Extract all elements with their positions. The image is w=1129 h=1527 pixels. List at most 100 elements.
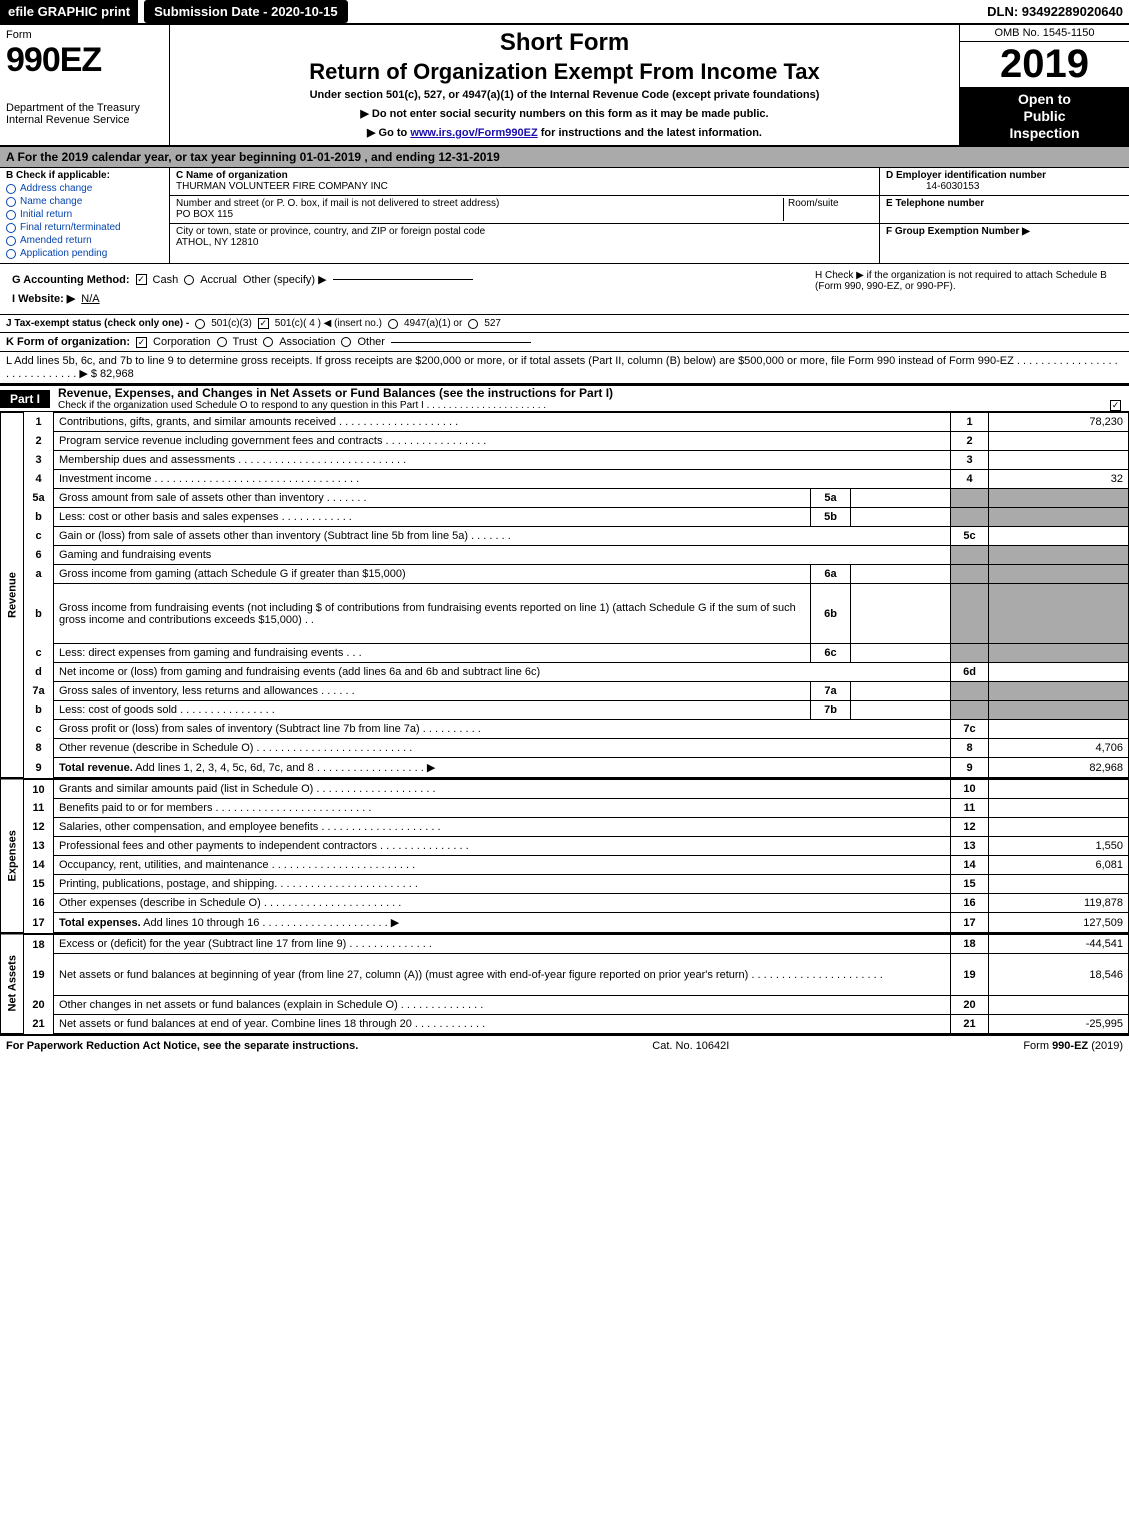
circle-icon: [6, 197, 16, 207]
opt-label: Final return/terminated: [20, 222, 121, 233]
line-ref-shaded: [951, 682, 989, 701]
line-number: 16: [24, 894, 54, 913]
expenses-table: Expenses10Grants and similar amounts pai…: [0, 778, 1129, 933]
table-row: 3Membership dues and assessments . . . .…: [1, 451, 1129, 470]
table-row: cLess: direct expenses from gaming and f…: [1, 644, 1129, 663]
line-ref: 1: [951, 413, 989, 432]
table-row: bLess: cost or other basis and sales exp…: [1, 508, 1129, 527]
part1-tag: Part I: [0, 390, 50, 408]
irs-label: Internal Revenue Service: [6, 114, 163, 126]
l-row: L Add lines 5b, 6c, and 7b to line 9 to …: [0, 352, 1129, 383]
line-desc: Membership dues and assessments . . . . …: [54, 451, 951, 470]
line-ref-shaded: [951, 701, 989, 720]
line-number: 18: [24, 934, 54, 954]
sub-col: 7b: [811, 701, 851, 720]
amount-value: -25,995: [989, 1015, 1129, 1034]
table-row: 5aGross amount from sale of assets other…: [1, 489, 1129, 508]
line-desc: Net assets or fund balances at beginning…: [54, 954, 951, 996]
opt-final-return[interactable]: Final return/terminated: [6, 222, 163, 233]
amount-value: 78,230: [989, 413, 1129, 432]
part1-title: Revenue, Expenses, and Changes in Net As…: [58, 386, 1129, 400]
amount-value: 32: [989, 470, 1129, 489]
amount-value: [989, 779, 1129, 799]
amount-shaded: [989, 584, 1129, 644]
table-row: 2Program service revenue including gover…: [1, 432, 1129, 451]
sub-col: 6c: [811, 644, 851, 663]
inspect-line1: Open to: [962, 91, 1127, 108]
table-row: 16Other expenses (describe in Schedule O…: [1, 894, 1129, 913]
k-other-input[interactable]: [391, 342, 531, 343]
circle-trust[interactable]: [217, 337, 227, 347]
header-mid: Short Form Return of Organization Exempt…: [170, 25, 959, 145]
table-row: Net Assets18Excess or (deficit) for the …: [1, 934, 1129, 954]
table-row: 4Investment income . . . . . . . . . . .…: [1, 470, 1129, 489]
line-number: c: [24, 527, 54, 546]
circle-501c3[interactable]: [195, 319, 205, 329]
opt-initial-return[interactable]: Initial return: [6, 209, 163, 220]
table-row: 20Other changes in net assets or fund ba…: [1, 996, 1129, 1015]
gh-row: G Accounting Method: ✓Cash Accrual Other…: [0, 264, 1129, 315]
line-ref: 13: [951, 837, 989, 856]
amount-shaded: [989, 644, 1129, 663]
line-ref-shaded: [951, 489, 989, 508]
line-ref: 17: [951, 913, 989, 933]
opt-label: Address change: [20, 183, 92, 194]
opt-label: Name change: [20, 196, 82, 207]
line-number: 12: [24, 818, 54, 837]
amount-value: 4,706: [989, 739, 1129, 758]
opt-amended-return[interactable]: Amended return: [6, 235, 163, 246]
street-label: Number and street (or P. O. box, if mail…: [176, 198, 783, 209]
amount-value: 18,546: [989, 954, 1129, 996]
city-value: ATHOL, NY 12810: [176, 237, 873, 248]
opt-address-change[interactable]: Address change: [6, 183, 163, 194]
checkbox-501c[interactable]: ✓: [258, 318, 269, 329]
line-number: 10: [24, 779, 54, 799]
sub-col: 5a: [811, 489, 851, 508]
cash-label: Cash: [153, 274, 179, 286]
line-ref: 10: [951, 779, 989, 799]
line-number: 7a: [24, 682, 54, 701]
checkbox-cash[interactable]: ✓: [136, 274, 147, 285]
line-number: b: [24, 584, 54, 644]
line-number: 2: [24, 432, 54, 451]
line-desc: Professional fees and other payments to …: [54, 837, 951, 856]
goto-line: ▶ Go to www.irs.gov/Form990EZ for instru…: [178, 126, 951, 139]
table-row: 15Printing, publications, postage, and s…: [1, 875, 1129, 894]
side-label: Revenue: [1, 413, 24, 778]
line-number: 9: [24, 758, 54, 778]
amount-value: 119,878: [989, 894, 1129, 913]
table-row: Expenses10Grants and similar amounts pai…: [1, 779, 1129, 799]
other-input[interactable]: [333, 279, 473, 280]
circle-other[interactable]: [341, 337, 351, 347]
opt-label: Amended return: [20, 235, 92, 246]
line-number: 6: [24, 546, 54, 565]
other-label: Other (specify) ▶: [243, 273, 327, 286]
circle-527[interactable]: [468, 319, 478, 329]
line-number: 20: [24, 996, 54, 1015]
top-bar: efile GRAPHIC print Submission Date - 20…: [0, 0, 1129, 25]
irs-link[interactable]: www.irs.gov/Form990EZ: [410, 127, 537, 139]
circle-accrual[interactable]: [184, 275, 194, 285]
circle-icon: [6, 223, 16, 233]
line-ref: 18: [951, 934, 989, 954]
k-trust: Trust: [233, 336, 258, 348]
table-row: aGross income from gaming (attach Schedu…: [1, 565, 1129, 584]
line-desc: Investment income . . . . . . . . . . . …: [54, 470, 951, 489]
table-row: 6Gaming and fundraising events: [1, 546, 1129, 565]
opt-application-pending[interactable]: Application pending: [6, 248, 163, 259]
line-desc: Gain or (loss) from sale of assets other…: [54, 527, 951, 546]
line-desc: Gross profit or (loss) from sales of inv…: [54, 720, 951, 739]
opt-name-change[interactable]: Name change: [6, 196, 163, 207]
box-def: D Employer identification number 14-6030…: [879, 168, 1129, 263]
amount-value: 82,968: [989, 758, 1129, 778]
accrual-label: Accrual: [200, 274, 237, 286]
header-left: Form 990EZ Department of the Treasury In…: [0, 25, 170, 145]
meta-section: G Accounting Method: ✓Cash Accrual Other…: [0, 264, 1129, 384]
circle-assoc[interactable]: [263, 337, 273, 347]
checkbox-schedule-o[interactable]: ✓: [1110, 400, 1121, 411]
sub-value: [851, 489, 951, 508]
circle-4947[interactable]: [388, 319, 398, 329]
checkbox-corp[interactable]: ✓: [136, 337, 147, 348]
group-exemption-row: F Group Exemption Number ▶: [880, 224, 1129, 252]
amount-shaded: [989, 546, 1129, 565]
